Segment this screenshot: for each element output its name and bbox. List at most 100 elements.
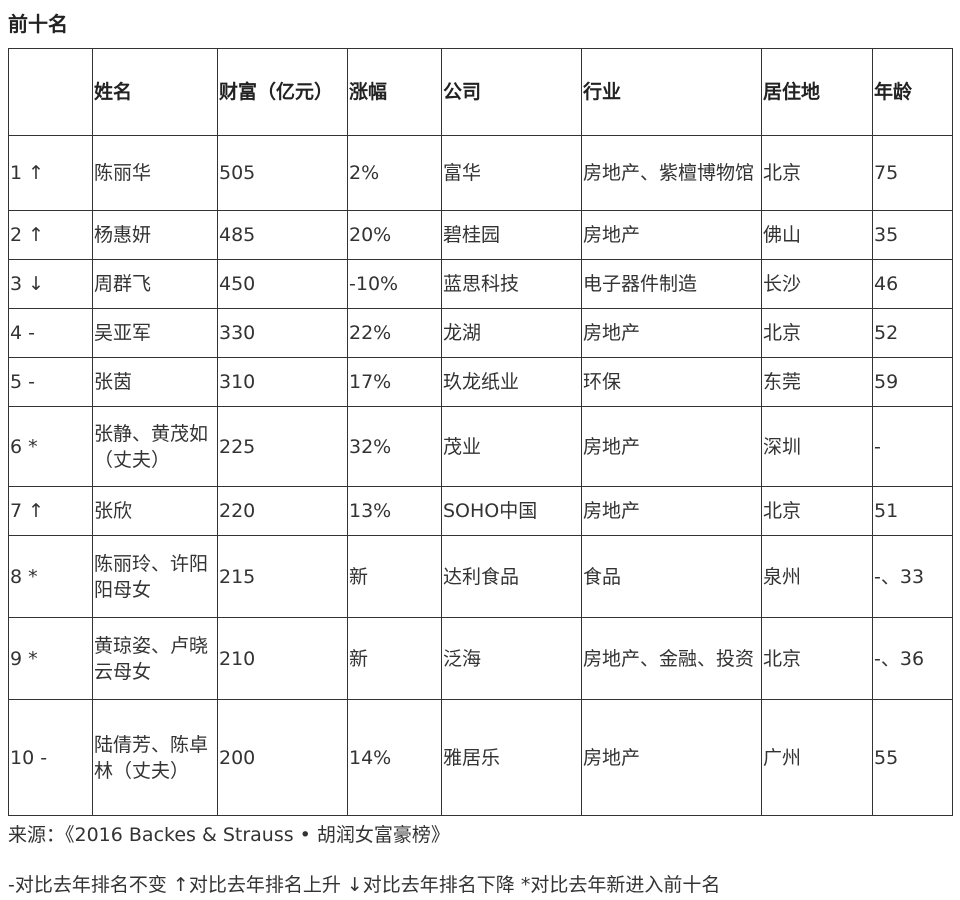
header-change: 涨幅 <box>347 48 442 136</box>
cell-residence: 泉州 <box>761 535 873 618</box>
cell-age: 55 <box>872 699 953 816</box>
cell-rank: 1 ↑ <box>8 135 93 211</box>
cell-name: 张欣 <box>92 486 218 536</box>
ranking-table: 姓名 财富（亿元） 涨幅 公司 行业 居住地 年龄 1 ↑ 陈丽华 505 2% 富华 房地产、紫檀博… <box>8 48 953 816</box>
cell-company: SOHO中国 <box>441 486 582 536</box>
table-row: 2 ↑ 杨惠妍 485 20% 碧桂园 房地产 佛山 35 <box>8 210 953 260</box>
cell-industry: 食品 <box>581 535 762 618</box>
cell-residence: 佛山 <box>761 210 873 260</box>
cell-rank: 5 - <box>8 357 93 407</box>
cell-wealth: 210 <box>217 617 348 700</box>
cell-wealth: 450 <box>217 259 348 309</box>
table-row: 7 ↑ 张欣 220 13% SOHO中国 房地产 北京 51 <box>8 486 953 536</box>
table-row: 6 * 张静、黄茂如（丈夫） 225 32% 茂业 房地产 深圳 - <box>8 406 953 487</box>
cell-rank: 6 * <box>8 406 93 487</box>
cell-rank: 7 ↑ <box>8 486 93 536</box>
cell-company: 龙湖 <box>441 308 582 358</box>
source-note: 来源：《2016 Backes & Strauss • 胡润女富豪榜》 <box>8 824 450 846</box>
cell-name: 陆倩芳、陈卓林（丈夫） <box>92 699 218 816</box>
cell-age: 51 <box>872 486 953 536</box>
cell-residence: 东莞 <box>761 357 873 407</box>
cell-age: 46 <box>872 259 953 309</box>
cell-change: 新 <box>347 535 442 618</box>
cell-company: 达利食品 <box>441 535 582 618</box>
cell-company: 泛海 <box>441 617 582 700</box>
cell-residence: 深圳 <box>761 406 873 487</box>
cell-name: 陈丽玲、许阳阳母女 <box>92 535 218 618</box>
cell-change: -10% <box>347 259 442 309</box>
legend-note: -对比去年排名不变 ↑对比去年排名上升 ↓对比去年排名下降 *对比去年新进入前十… <box>8 874 721 896</box>
cell-residence: 广州 <box>761 699 873 816</box>
cell-wealth: 330 <box>217 308 348 358</box>
cell-age: 52 <box>872 308 953 358</box>
cell-industry: 房地产 <box>581 699 762 816</box>
cell-name: 陈丽华 <box>92 135 218 211</box>
cell-age: -、33 <box>872 535 953 618</box>
cell-residence: 北京 <box>761 135 873 211</box>
cell-rank: 2 ↑ <box>8 210 93 260</box>
cell-age: 35 <box>872 210 953 260</box>
table-header-row: 姓名 财富（亿元） 涨幅 公司 行业 居住地 年龄 <box>8 48 953 136</box>
cell-wealth: 485 <box>217 210 348 260</box>
header-company: 公司 <box>441 48 582 136</box>
cell-industry: 电子器件制造 <box>581 259 762 309</box>
header-residence: 居住地 <box>761 48 873 136</box>
cell-change: 14% <box>347 699 442 816</box>
cell-age: -、36 <box>872 617 953 700</box>
cell-rank: 3 ↓ <box>8 259 93 309</box>
cell-change: 20% <box>347 210 442 260</box>
cell-industry: 环保 <box>581 357 762 407</box>
header-wealth: 财富（亿元） <box>217 48 348 136</box>
cell-industry: 房地产 <box>581 486 762 536</box>
table-row: 3 ↓ 周群飞 450 -10% 蓝思科技 电子器件制造 长沙 46 <box>8 259 953 309</box>
cell-industry: 房地产 <box>581 210 762 260</box>
cell-change: 22% <box>347 308 442 358</box>
cell-company: 玖龙纸业 <box>441 357 582 407</box>
cell-residence: 北京 <box>761 308 873 358</box>
cell-name: 吴亚军 <box>92 308 218 358</box>
cell-residence: 长沙 <box>761 259 873 309</box>
cell-age: - <box>872 406 953 487</box>
cell-company: 茂业 <box>441 406 582 487</box>
cell-rank: 4 - <box>8 308 93 358</box>
cell-rank: 8 * <box>8 535 93 618</box>
cell-industry: 房地产 <box>581 406 762 487</box>
cell-age: 75 <box>872 135 953 211</box>
cell-rank: 10 - <box>8 699 93 816</box>
cell-residence: 北京 <box>761 486 873 536</box>
cell-wealth: 220 <box>217 486 348 536</box>
cell-name: 周群飞 <box>92 259 218 309</box>
cell-change: 新 <box>347 617 442 700</box>
cell-age: 59 <box>872 357 953 407</box>
cell-company: 蓝思科技 <box>441 259 582 309</box>
cell-wealth: 200 <box>217 699 348 816</box>
header-industry: 行业 <box>581 48 762 136</box>
table-row: 1 ↑ 陈丽华 505 2% 富华 房地产、紫檀博物馆 北京 75 <box>8 135 953 211</box>
cell-change: 2% <box>347 135 442 211</box>
header-name: 姓名 <box>92 48 218 136</box>
header-age: 年龄 <box>872 48 953 136</box>
cell-company: 碧桂园 <box>441 210 582 260</box>
cell-industry: 房地产、紫檀博物馆 <box>581 135 762 211</box>
cell-rank: 9 * <box>8 617 93 700</box>
header-rank <box>8 48 93 136</box>
cell-industry: 房地产、金融、投资 <box>581 617 762 700</box>
cell-industry: 房地产 <box>581 308 762 358</box>
cell-residence: 北京 <box>761 617 873 700</box>
cell-company: 雅居乐 <box>441 699 582 816</box>
cell-name: 杨惠妍 <box>92 210 218 260</box>
table-row: 8 * 陈丽玲、许阳阳母女 215 新达利食品 食品 泉州 -、33 <box>8 535 953 618</box>
table-row: 5 - 张茵 310 17% 玖龙纸业 环保 东莞 59 <box>8 357 953 407</box>
cell-change: 13% <box>347 486 442 536</box>
cell-change: 32% <box>347 406 442 487</box>
table-row: 9 * 黄琼姿、卢晓云母女 210 新泛海 房地产、金融、投资 北京 -、36 <box>8 617 953 700</box>
table-row: 4 - 吴亚军 330 22% 龙湖 房地产 北京 52 <box>8 308 953 358</box>
cell-wealth: 225 <box>217 406 348 487</box>
cell-wealth: 310 <box>217 357 348 407</box>
cell-name: 黄琼姿、卢晓云母女 <box>92 617 218 700</box>
cell-change: 17% <box>347 357 442 407</box>
cell-company: 富华 <box>441 135 582 211</box>
cell-wealth: 505 <box>217 135 348 211</box>
table-row: 10 - 陆倩芳、陈卓林（丈夫） 200 14% 雅居乐 房地产 广州 55 <box>8 699 953 816</box>
cell-name: 张茵 <box>92 357 218 407</box>
